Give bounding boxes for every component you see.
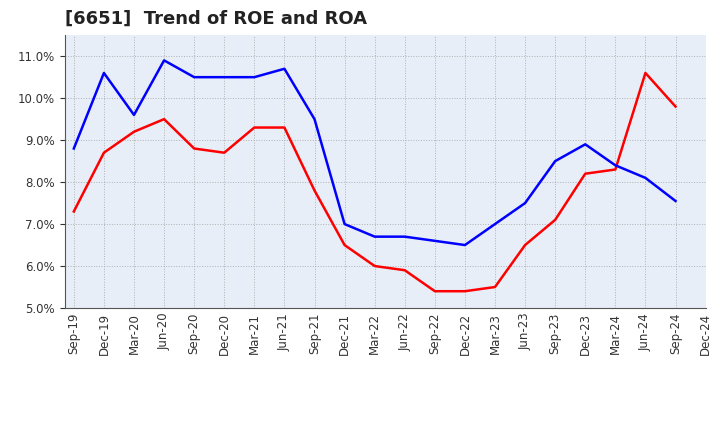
ROE	[310, 188, 319, 193]
ROA	[310, 117, 319, 122]
ROA	[400, 234, 409, 239]
ROA	[671, 198, 680, 204]
Line: ROE: ROE	[74, 73, 675, 291]
ROA	[461, 242, 469, 248]
ROA	[491, 221, 500, 227]
ROE	[671, 104, 680, 109]
ROA	[521, 201, 529, 206]
ROE	[370, 264, 379, 269]
ROE	[461, 289, 469, 294]
ROE	[400, 268, 409, 273]
ROA	[431, 238, 439, 243]
ROE	[341, 242, 349, 248]
ROE	[431, 289, 439, 294]
ROA	[250, 74, 258, 80]
ROA	[190, 74, 199, 80]
ROE	[491, 284, 500, 290]
ROE	[190, 146, 199, 151]
ROE	[641, 70, 649, 76]
ROE	[581, 171, 590, 176]
ROA	[70, 146, 78, 151]
Text: [6651]  Trend of ROE and ROA: [6651] Trend of ROE and ROA	[65, 10, 366, 28]
ROA	[220, 74, 228, 80]
Line: ROA: ROA	[74, 60, 675, 245]
ROA	[130, 112, 138, 117]
ROE	[551, 217, 559, 223]
ROE	[521, 242, 529, 248]
ROA	[99, 70, 108, 76]
ROE	[99, 150, 108, 155]
ROE	[280, 125, 289, 130]
ROE	[160, 117, 168, 122]
ROA	[160, 58, 168, 63]
ROA	[280, 66, 289, 71]
ROE	[611, 167, 620, 172]
ROE	[250, 125, 258, 130]
ROA	[551, 158, 559, 164]
ROA	[641, 175, 649, 180]
ROA	[611, 163, 620, 168]
ROE	[220, 150, 228, 155]
ROA	[581, 142, 590, 147]
ROA	[341, 221, 349, 227]
ROE	[70, 209, 78, 214]
ROE	[130, 129, 138, 134]
ROA	[370, 234, 379, 239]
